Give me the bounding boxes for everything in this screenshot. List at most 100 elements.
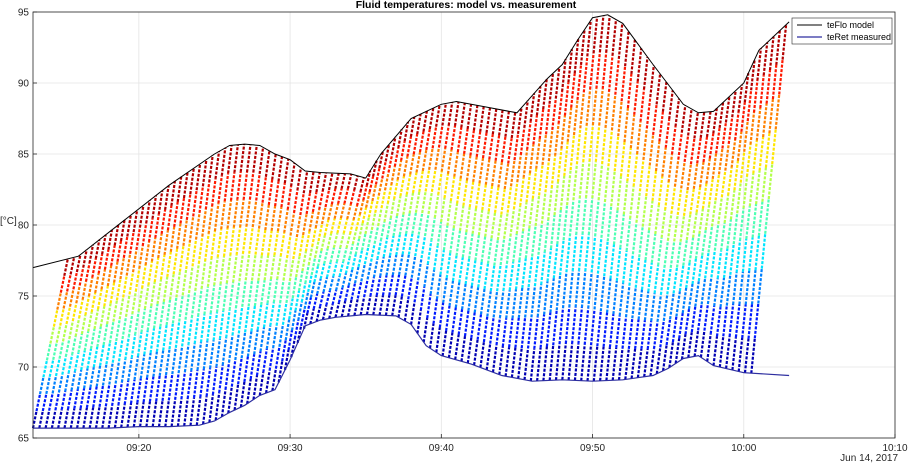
streak-segment [713,278,719,307]
streak-segment [108,362,114,385]
streak-segment [743,338,750,373]
y-tick-label: 65 [18,434,30,445]
streak-segment [190,343,196,372]
streak-segment [432,299,438,324]
streak-segment [642,56,649,90]
streak-segment [413,280,420,303]
streak-segment [42,360,48,378]
streak-segment [594,125,601,162]
streak-segment [267,230,273,256]
streak-segment [741,304,747,339]
streak-segment [218,364,224,393]
streak-segment [514,317,520,348]
streak-segment [395,196,402,217]
temperature-streak [536,49,573,382]
streak-segment [433,245,439,271]
streak-segment [275,302,282,326]
streak-segment [105,342,111,365]
streak-segment [98,385,105,407]
temperature-streak [586,22,624,382]
streak-segment [398,214,405,235]
streak-segment [330,188,337,205]
streak-segment [601,52,608,90]
streak-segment [599,276,606,312]
streak-segment [753,303,760,339]
streak-segment [556,148,563,183]
streak-segment [752,140,758,174]
streak-segment [755,170,761,205]
temperature-streak [416,102,454,334]
streak-segment [295,214,302,238]
streak-segment [390,136,397,155]
streak-segment [633,81,639,115]
streak-segment [222,283,228,312]
streak-segment [120,359,127,383]
streak-segment [612,210,619,245]
streak-segment [283,209,289,233]
streak-segment [540,192,547,224]
temperature-streak [378,116,416,316]
streak-segment [190,290,197,318]
streak-segment [197,288,203,317]
streak-segment [350,282,357,300]
streak-segment [71,336,77,356]
streak-segment [219,256,226,285]
temperature-streak [309,173,347,325]
streak-segment [143,330,149,355]
streak-segment [573,343,580,381]
streak-segment [570,73,576,108]
streak-segment [289,212,296,236]
y-axis-ticks: 65 70 75 80 85 90 95 [18,8,37,445]
temperature-streak [258,162,296,396]
streak-segment [269,255,276,280]
streak-segment [520,317,527,349]
temperature-streak [76,229,113,429]
streak-segment [143,285,150,310]
streak-segment [44,410,51,429]
streak-segment [227,335,234,363]
streak-segment [301,251,307,272]
streak-segment [425,128,431,151]
streak-segment [54,392,60,411]
temperature-streak [69,234,107,429]
streak-segment [430,169,437,192]
streak-segment [141,223,148,247]
streak-segment [194,263,200,291]
streak-segment [660,209,667,238]
streak-segment [750,269,757,305]
streak-segment [630,348,637,379]
streak-segment [378,151,384,169]
streak-segment [388,235,395,256]
streak-segment [94,406,101,429]
streak-segment [113,404,120,428]
streak-segment [674,98,681,127]
streak-segment [504,347,511,377]
streak-segment [189,397,196,426]
streak-segment [589,52,595,90]
streak-segment [395,234,401,256]
streak-segment [431,126,438,149]
streak-segment [428,323,435,349]
streak-segment [208,394,214,423]
streak-segment [554,343,561,381]
streak-segment [377,178,384,196]
streak-segment [589,309,596,346]
streak-segment [209,340,215,369]
streak-segment [360,233,367,251]
streak-segment [318,190,324,210]
streak-segment [754,235,760,271]
temperature-streak [359,136,397,316]
streak-segment [406,136,412,157]
temperature-streak [265,167,302,394]
streak-segment [131,291,137,315]
streak-segment [737,337,744,372]
streak-segment [279,232,286,257]
streak-segment [365,170,372,186]
streak-segment [552,243,559,279]
temperature-streak [737,36,775,372]
streak-segment [737,84,744,113]
streak-segment [587,272,593,309]
streak-segment [49,326,55,344]
streak-segment [610,171,616,207]
streak-segment [631,222,638,255]
